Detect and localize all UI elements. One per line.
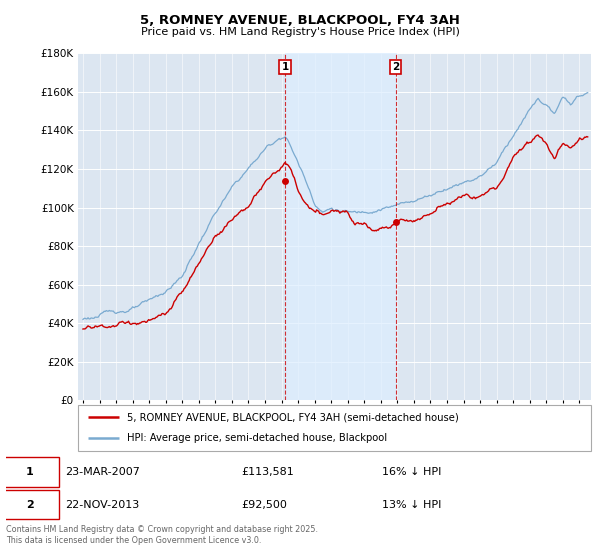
Text: £113,581: £113,581 <box>241 467 294 477</box>
Text: Contains HM Land Registry data © Crown copyright and database right 2025.
This d: Contains HM Land Registry data © Crown c… <box>6 525 318 545</box>
Text: 13% ↓ HPI: 13% ↓ HPI <box>382 500 442 510</box>
Text: Price paid vs. HM Land Registry's House Price Index (HPI): Price paid vs. HM Land Registry's House … <box>140 27 460 37</box>
Text: 22-NOV-2013: 22-NOV-2013 <box>65 500 139 510</box>
FancyBboxPatch shape <box>78 405 591 451</box>
FancyBboxPatch shape <box>0 457 59 487</box>
Text: 1: 1 <box>26 467 34 477</box>
Text: 16% ↓ HPI: 16% ↓ HPI <box>382 467 442 477</box>
Text: 2: 2 <box>26 500 34 510</box>
Bar <box>285 53 396 400</box>
Text: 1: 1 <box>281 62 289 72</box>
Text: £92,500: £92,500 <box>241 500 287 510</box>
Text: 5, ROMNEY AVENUE, BLACKPOOL, FY4 3AH: 5, ROMNEY AVENUE, BLACKPOOL, FY4 3AH <box>140 14 460 27</box>
Text: HPI: Average price, semi-detached house, Blackpool: HPI: Average price, semi-detached house,… <box>127 433 387 444</box>
Text: 5, ROMNEY AVENUE, BLACKPOOL, FY4 3AH (semi-detached house): 5, ROMNEY AVENUE, BLACKPOOL, FY4 3AH (se… <box>127 412 458 422</box>
FancyBboxPatch shape <box>0 490 59 520</box>
Text: 2: 2 <box>392 62 400 72</box>
Text: 23-MAR-2007: 23-MAR-2007 <box>65 467 140 477</box>
